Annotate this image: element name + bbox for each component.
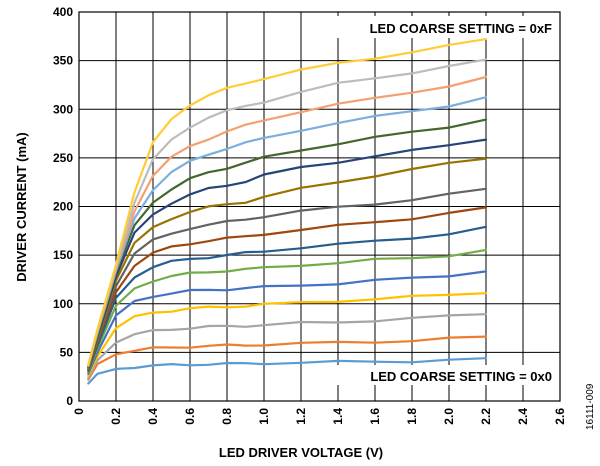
- series-line-1: [87, 335, 488, 381]
- y-tick-label: 50: [60, 345, 74, 359]
- x-tick-label: 0.2: [109, 408, 123, 425]
- x-tick-label: 2.6: [553, 408, 567, 425]
- y-tick-label: 400: [53, 5, 73, 19]
- x-tick-label: 2.4: [516, 408, 530, 425]
- series-line-2: [87, 313, 488, 379]
- x-tick-label: 0.4: [146, 408, 160, 425]
- plot-background-label-bottom: [320, 365, 558, 385]
- series-line-12: [87, 96, 488, 368]
- y-tick-label: 100: [53, 297, 73, 311]
- x-tick-label: 1.8: [405, 408, 419, 425]
- x-tick-label: 1.6: [368, 408, 382, 425]
- series-line-11: [87, 118, 488, 369]
- series-line-15: [87, 37, 488, 367]
- series-line-5: [87, 248, 488, 373]
- y-tick-label: 300: [53, 102, 73, 116]
- figure-id: 16111-009: [585, 383, 596, 430]
- series-line-6: [87, 225, 488, 372]
- y-tick-label: 0: [66, 394, 73, 408]
- series-line-9: [87, 157, 488, 369]
- series-layer: [87, 37, 488, 385]
- y-tick-label: 250: [53, 151, 73, 165]
- x-tick-label: 2.0: [442, 408, 456, 425]
- plot-frame: [78, 11, 561, 402]
- x-tick-label: 0: [72, 408, 86, 415]
- y-tick-label: 150: [53, 248, 73, 262]
- y-tick-label: 350: [53, 54, 73, 68]
- x-tick-label: 0.6: [183, 408, 197, 425]
- series-line-8: [87, 187, 488, 370]
- plot-background-label-top: [318, 16, 558, 38]
- x-tick-label: 2.2: [479, 408, 493, 425]
- x-tick-label: 0.8: [220, 408, 234, 425]
- series-line-0: [87, 357, 488, 385]
- series-line-13: [87, 75, 488, 368]
- x-axis-title: LED DRIVER VOLTAGE (V): [219, 445, 383, 460]
- y-tick-label: 200: [53, 200, 73, 214]
- series-line-14: [87, 58, 488, 367]
- series-line-7: [87, 206, 488, 371]
- x-tick-label: 1.0: [257, 408, 271, 425]
- tick-labels: 0 0.2 0.4 0.6 0.8 1.0 1.2 1.4 1.6 1.8 2.0 2.2 2.4 2.6…: [53, 5, 567, 425]
- x-tick-label: 1.4: [331, 408, 345, 425]
- series-line-4: [87, 270, 488, 375]
- y-axis-title: DRIVER CURRENT (mA): [14, 132, 29, 282]
- series-line-3: [87, 292, 488, 377]
- annotation-top: LED COARSE SETTING = 0xF: [370, 21, 552, 36]
- annotation-bottom: LED COARSE SETTING = 0x0: [370, 369, 552, 384]
- x-tick-label: 1.2: [294, 408, 308, 425]
- series-line-10: [87, 138, 488, 369]
